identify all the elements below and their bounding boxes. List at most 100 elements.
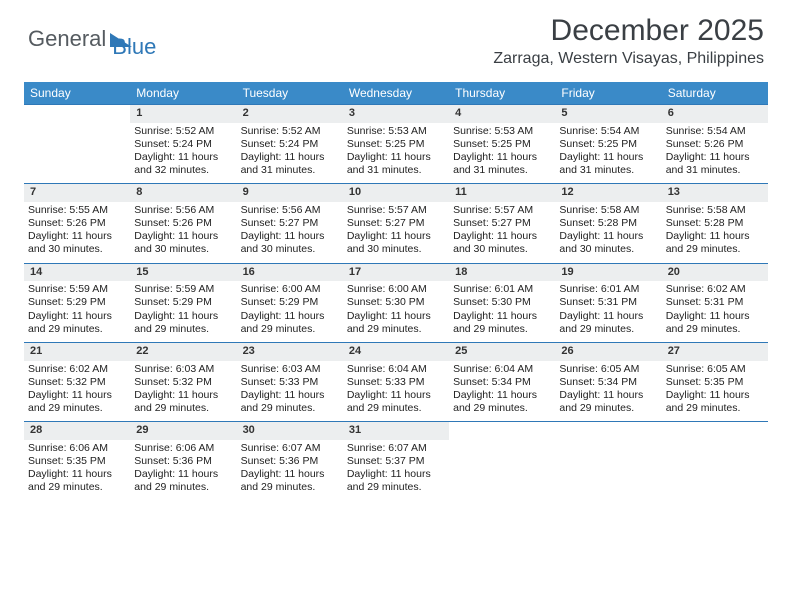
- day-data-cell: Sunrise: 5:58 AMSunset: 5:28 PMDaylight:…: [662, 202, 768, 263]
- month-title: December 2025: [493, 14, 764, 48]
- day-number-cell: 9: [237, 184, 343, 202]
- daylight-line: Daylight: 11 hours and 29 minutes.: [666, 389, 764, 415]
- brand-logo: General Blue: [28, 14, 156, 60]
- sunrise-line: Sunrise: 5:53 AM: [453, 125, 551, 138]
- daylight-line: Daylight: 11 hours and 30 minutes.: [453, 230, 551, 256]
- brand-part1: General: [28, 26, 106, 52]
- sunset-line: Sunset: 5:33 PM: [241, 376, 339, 389]
- sunset-line: Sunset: 5:30 PM: [347, 296, 445, 309]
- day-number-row: 78910111213: [24, 184, 768, 202]
- day-data-cell: [662, 440, 768, 501]
- sunset-line: Sunset: 5:31 PM: [559, 296, 657, 309]
- day-data-cell: Sunrise: 5:57 AMSunset: 5:27 PMDaylight:…: [343, 202, 449, 263]
- day-data-cell: Sunrise: 6:04 AMSunset: 5:34 PMDaylight:…: [449, 361, 555, 422]
- daylight-line: Daylight: 11 hours and 31 minutes.: [559, 151, 657, 177]
- day-data-cell: Sunrise: 5:52 AMSunset: 5:24 PMDaylight:…: [130, 123, 236, 184]
- day-data-cell: Sunrise: 6:06 AMSunset: 5:35 PMDaylight:…: [24, 440, 130, 501]
- day-number-cell: 8: [130, 184, 236, 202]
- sunset-line: Sunset: 5:34 PM: [453, 376, 551, 389]
- sunset-line: Sunset: 5:29 PM: [134, 296, 232, 309]
- day-number-cell: 26: [555, 342, 661, 360]
- sunset-line: Sunset: 5:35 PM: [666, 376, 764, 389]
- sunset-line: Sunset: 5:25 PM: [347, 138, 445, 151]
- day-data-cell: Sunrise: 6:02 AMSunset: 5:32 PMDaylight:…: [24, 361, 130, 422]
- daylight-line: Daylight: 11 hours and 31 minutes.: [453, 151, 551, 177]
- weekday-header-row: Sunday Monday Tuesday Wednesday Thursday…: [24, 82, 768, 105]
- day-number-cell: 15: [130, 263, 236, 281]
- sunset-line: Sunset: 5:28 PM: [559, 217, 657, 230]
- day-number-cell: 2: [237, 105, 343, 123]
- daylight-line: Daylight: 11 hours and 29 minutes.: [28, 468, 126, 494]
- sunset-line: Sunset: 5:37 PM: [347, 455, 445, 468]
- sunrise-line: Sunrise: 5:54 AM: [559, 125, 657, 138]
- daylight-line: Daylight: 11 hours and 30 minutes.: [241, 230, 339, 256]
- daylight-line: Daylight: 11 hours and 29 minutes.: [134, 310, 232, 336]
- sunset-line: Sunset: 5:27 PM: [347, 217, 445, 230]
- day-data-row: Sunrise: 5:55 AMSunset: 5:26 PMDaylight:…: [24, 202, 768, 263]
- sunset-line: Sunset: 5:29 PM: [241, 296, 339, 309]
- sunrise-line: Sunrise: 6:06 AM: [134, 442, 232, 455]
- sunrise-line: Sunrise: 5:56 AM: [241, 204, 339, 217]
- calendar-table: Sunday Monday Tuesday Wednesday Thursday…: [24, 82, 768, 500]
- sunrise-line: Sunrise: 5:59 AM: [134, 283, 232, 296]
- sunrise-line: Sunrise: 5:52 AM: [241, 125, 339, 138]
- day-number-cell: 27: [662, 342, 768, 360]
- day-number-cell: 22: [130, 342, 236, 360]
- day-number-cell: 1: [130, 105, 236, 123]
- daylight-line: Daylight: 11 hours and 30 minutes.: [559, 230, 657, 256]
- day-data-cell: Sunrise: 6:01 AMSunset: 5:30 PMDaylight:…: [449, 281, 555, 342]
- daylight-line: Daylight: 11 hours and 29 minutes.: [453, 389, 551, 415]
- sunrise-line: Sunrise: 6:07 AM: [347, 442, 445, 455]
- daylight-line: Daylight: 11 hours and 29 minutes.: [241, 310, 339, 336]
- dow-wednesday: Wednesday: [343, 82, 449, 105]
- day-number-row: 28293031: [24, 422, 768, 440]
- sunrise-line: Sunrise: 5:55 AM: [28, 204, 126, 217]
- day-number-cell: 10: [343, 184, 449, 202]
- sunset-line: Sunset: 5:31 PM: [666, 296, 764, 309]
- day-data-cell: Sunrise: 6:03 AMSunset: 5:33 PMDaylight:…: [237, 361, 343, 422]
- sunset-line: Sunset: 5:25 PM: [453, 138, 551, 151]
- daylight-line: Daylight: 11 hours and 29 minutes.: [559, 310, 657, 336]
- day-data-cell: Sunrise: 6:07 AMSunset: 5:37 PMDaylight:…: [343, 440, 449, 501]
- day-data-cell: [449, 440, 555, 501]
- day-number-cell: 6: [662, 105, 768, 123]
- sunrise-line: Sunrise: 5:57 AM: [453, 204, 551, 217]
- sunset-line: Sunset: 5:26 PM: [28, 217, 126, 230]
- dow-friday: Friday: [555, 82, 661, 105]
- sunrise-line: Sunrise: 6:00 AM: [347, 283, 445, 296]
- day-number-row: 14151617181920: [24, 263, 768, 281]
- day-data-cell: Sunrise: 5:52 AMSunset: 5:24 PMDaylight:…: [237, 123, 343, 184]
- day-data-cell: Sunrise: 5:58 AMSunset: 5:28 PMDaylight:…: [555, 202, 661, 263]
- day-data-cell: Sunrise: 6:00 AMSunset: 5:29 PMDaylight:…: [237, 281, 343, 342]
- daylight-line: Daylight: 11 hours and 30 minutes.: [134, 230, 232, 256]
- sunrise-line: Sunrise: 6:04 AM: [453, 363, 551, 376]
- daylight-line: Daylight: 11 hours and 29 minutes.: [134, 389, 232, 415]
- sunset-line: Sunset: 5:30 PM: [453, 296, 551, 309]
- day-data-cell: Sunrise: 5:53 AMSunset: 5:25 PMDaylight:…: [343, 123, 449, 184]
- daylight-line: Daylight: 11 hours and 30 minutes.: [347, 230, 445, 256]
- day-data-cell: Sunrise: 6:07 AMSunset: 5:36 PMDaylight:…: [237, 440, 343, 501]
- day-number-cell: 5: [555, 105, 661, 123]
- sunrise-line: Sunrise: 6:03 AM: [241, 363, 339, 376]
- daylight-line: Daylight: 11 hours and 31 minutes.: [347, 151, 445, 177]
- day-number-cell: [662, 422, 768, 440]
- sunset-line: Sunset: 5:34 PM: [559, 376, 657, 389]
- sunset-line: Sunset: 5:36 PM: [241, 455, 339, 468]
- sunset-line: Sunset: 5:28 PM: [666, 217, 764, 230]
- sunset-line: Sunset: 5:24 PM: [241, 138, 339, 151]
- day-data-cell: Sunrise: 5:55 AMSunset: 5:26 PMDaylight:…: [24, 202, 130, 263]
- daylight-line: Daylight: 11 hours and 29 minutes.: [666, 230, 764, 256]
- sunrise-line: Sunrise: 5:58 AM: [666, 204, 764, 217]
- sunset-line: Sunset: 5:25 PM: [559, 138, 657, 151]
- dow-tuesday: Tuesday: [237, 82, 343, 105]
- day-number-cell: 23: [237, 342, 343, 360]
- dow-thursday: Thursday: [449, 82, 555, 105]
- sunrise-line: Sunrise: 5:52 AM: [134, 125, 232, 138]
- day-number-cell: 28: [24, 422, 130, 440]
- day-number-cell: 24: [343, 342, 449, 360]
- daylight-line: Daylight: 11 hours and 30 minutes.: [28, 230, 126, 256]
- day-data-cell: Sunrise: 5:54 AMSunset: 5:25 PMDaylight:…: [555, 123, 661, 184]
- brand-part2: Blue: [112, 18, 156, 60]
- day-data-row: Sunrise: 6:02 AMSunset: 5:32 PMDaylight:…: [24, 361, 768, 422]
- day-number-cell: 29: [130, 422, 236, 440]
